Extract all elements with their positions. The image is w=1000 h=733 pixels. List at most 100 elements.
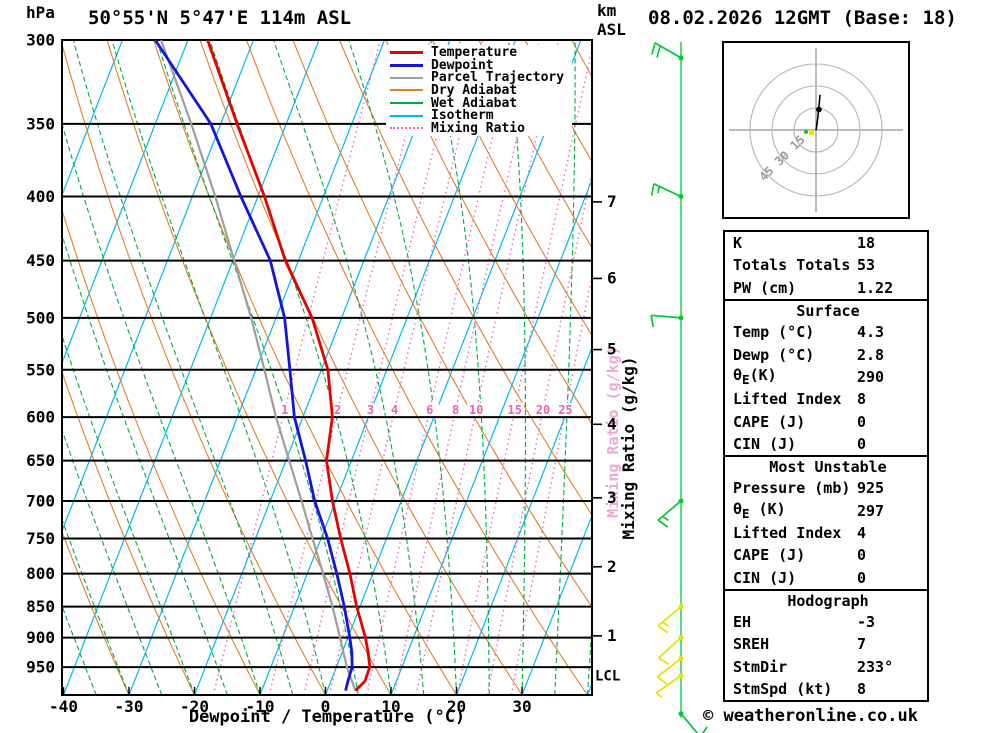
pressure-lines: 300 350 400 450 500 550 600 650 700 750 800 850 900 9… (26, 31, 592, 677)
table-row-label: Dewp (°C) (733, 345, 815, 364)
table-row-label: SREH (733, 635, 770, 654)
svg-text:6: 6 (426, 403, 433, 417)
legend-label: Isotherm (431, 108, 494, 124)
svg-text:300: 300 (26, 31, 55, 50)
legend-item: Temperature (390, 44, 564, 60)
legend-label: Temperature (431, 44, 518, 60)
legend-line-sample (390, 63, 423, 67)
mixing-ratio-value-labels: 1 2 3 4 6 8 10 15 20 25 (275, 403, 575, 417)
svg-text:750: 750 (26, 529, 55, 548)
table-row: Lifted Index 4 (725, 522, 927, 544)
legend-label: Dewpoint (431, 57, 494, 73)
svg-text:15: 15 (508, 403, 522, 417)
legend-item: Dry Adiabat (390, 82, 564, 98)
svg-text:10: 10 (469, 403, 483, 417)
stability-indices-table: K 18 Totals Totals 53 PW (cm) 1.22 Surface Temp… (723, 230, 929, 703)
svg-text:700: 700 (26, 491, 55, 510)
wind-barb-column (650, 42, 708, 733)
table-row: θE(K) 290 (725, 366, 927, 388)
table-row: Dewp (°C) 2.8 (725, 343, 927, 365)
svg-text:600: 600 (26, 408, 55, 427)
legend-label: Dry Adiabat (431, 82, 518, 98)
wind-barb (656, 655, 684, 685)
mixing-ratio-axis-label: Mixing Ratio (g/kg) (619, 356, 638, 539)
legend-line-sample (390, 114, 423, 117)
pressure-unit-label: hPa (26, 3, 55, 22)
svg-text:4: 4 (391, 403, 398, 417)
svg-text:7: 7 (607, 192, 617, 211)
svg-text:450: 450 (26, 251, 55, 270)
lcl-label: LCL (595, 669, 620, 685)
legend-item: Parcel Trajectory (390, 70, 565, 86)
svg-text:800: 800 (26, 564, 55, 583)
low-level-wind-marker (804, 130, 808, 134)
legend-item: Mixing Ratio (390, 121, 564, 136)
table-row-value: 8 (857, 680, 867, 699)
table-row-value: 2.8 (857, 345, 885, 364)
table-row-label: CIN (J) (733, 434, 797, 453)
legend-label: Parcel Trajectory (431, 70, 565, 86)
svg-text:3: 3 (367, 403, 374, 417)
table-row-label: CIN (J) (733, 568, 797, 587)
wind-barb (657, 604, 684, 634)
table-row-value: 297 (857, 501, 885, 520)
svg-text:1: 1 (281, 403, 288, 417)
wind-barb (657, 498, 684, 528)
table-row-value: 0 (857, 434, 867, 453)
svg-text:3: 3 (607, 488, 617, 507)
svg-text:400: 400 (26, 187, 55, 206)
svg-text:1: 1 (607, 626, 617, 645)
table-row-value: 290 (857, 367, 885, 386)
legend-line-sample (390, 50, 423, 54)
table-row-value: 925 (857, 479, 885, 498)
table-row: StmSpd (kt) 8 (725, 678, 927, 700)
svg-text:2: 2 (334, 403, 341, 417)
table-row: K 18 (725, 232, 927, 254)
wind-barb (650, 183, 684, 200)
legend-line-sample (390, 89, 423, 92)
svg-text:850: 850 (26, 597, 55, 616)
svg-text:-40: -40 (49, 697, 78, 716)
table-row: θE (K) 297 (725, 500, 927, 522)
svg-text:5: 5 (607, 340, 617, 359)
table-row: StmDir 233° (725, 656, 927, 678)
table-row-value: 18 (857, 234, 876, 253)
table-row: Pressure (mb) 925 (725, 477, 927, 499)
svg-text:-20: -20 (180, 697, 209, 716)
height-scale: 1 2 3 4 5 6 7 LCL (593, 192, 620, 685)
table-row: SREH 7 (725, 633, 927, 655)
table-row-label: θE(K) (733, 366, 777, 388)
legend-line-sample (390, 127, 423, 130)
table-row-label: Pressure (mb) (733, 479, 851, 498)
table-row-label: EH (733, 613, 752, 632)
table-row: CAPE (J) 0 (725, 410, 927, 432)
mixing-ratio-layer (212, 40, 592, 695)
legend-label: Wet Adiabat (431, 95, 518, 111)
table-row-label: Lifted Index (733, 390, 842, 409)
station-title: 50°55'N 5°47'E 114m ASL (88, 7, 352, 29)
height-unit-label-asl: ASL (597, 20, 626, 39)
table-row: CIN (J) 0 (725, 566, 927, 588)
svg-text:20: 20 (447, 697, 466, 716)
table-section-header: Hodograph (725, 588, 927, 611)
table-row: CAPE (J) 0 (725, 544, 927, 566)
hodograph-marker (816, 106, 822, 113)
table-row-label: θE (K) (733, 500, 786, 522)
sounding-curves (154, 40, 372, 692)
table-row-value: 4 (857, 524, 867, 542)
table-row: CIN (J) 0 (725, 433, 927, 455)
wet-adiabats-layer (62, 40, 592, 695)
plot-border (61, 39, 593, 696)
table-row-value: 7 (857, 635, 867, 654)
svg-text:8: 8 (452, 403, 459, 417)
legend-line-sample (390, 102, 423, 105)
table-row-label: K (733, 234, 743, 253)
table-row-value: 4.3 (857, 323, 885, 342)
svg-text:6: 6 (607, 268, 617, 287)
svg-text:4: 4 (607, 414, 617, 433)
x-axis-title: Dewpoint / Temperature (°C) (189, 707, 465, 727)
svg-text:650: 650 (26, 451, 55, 470)
table-row-value: 0 (857, 412, 867, 431)
legend-line-sample (390, 76, 423, 79)
